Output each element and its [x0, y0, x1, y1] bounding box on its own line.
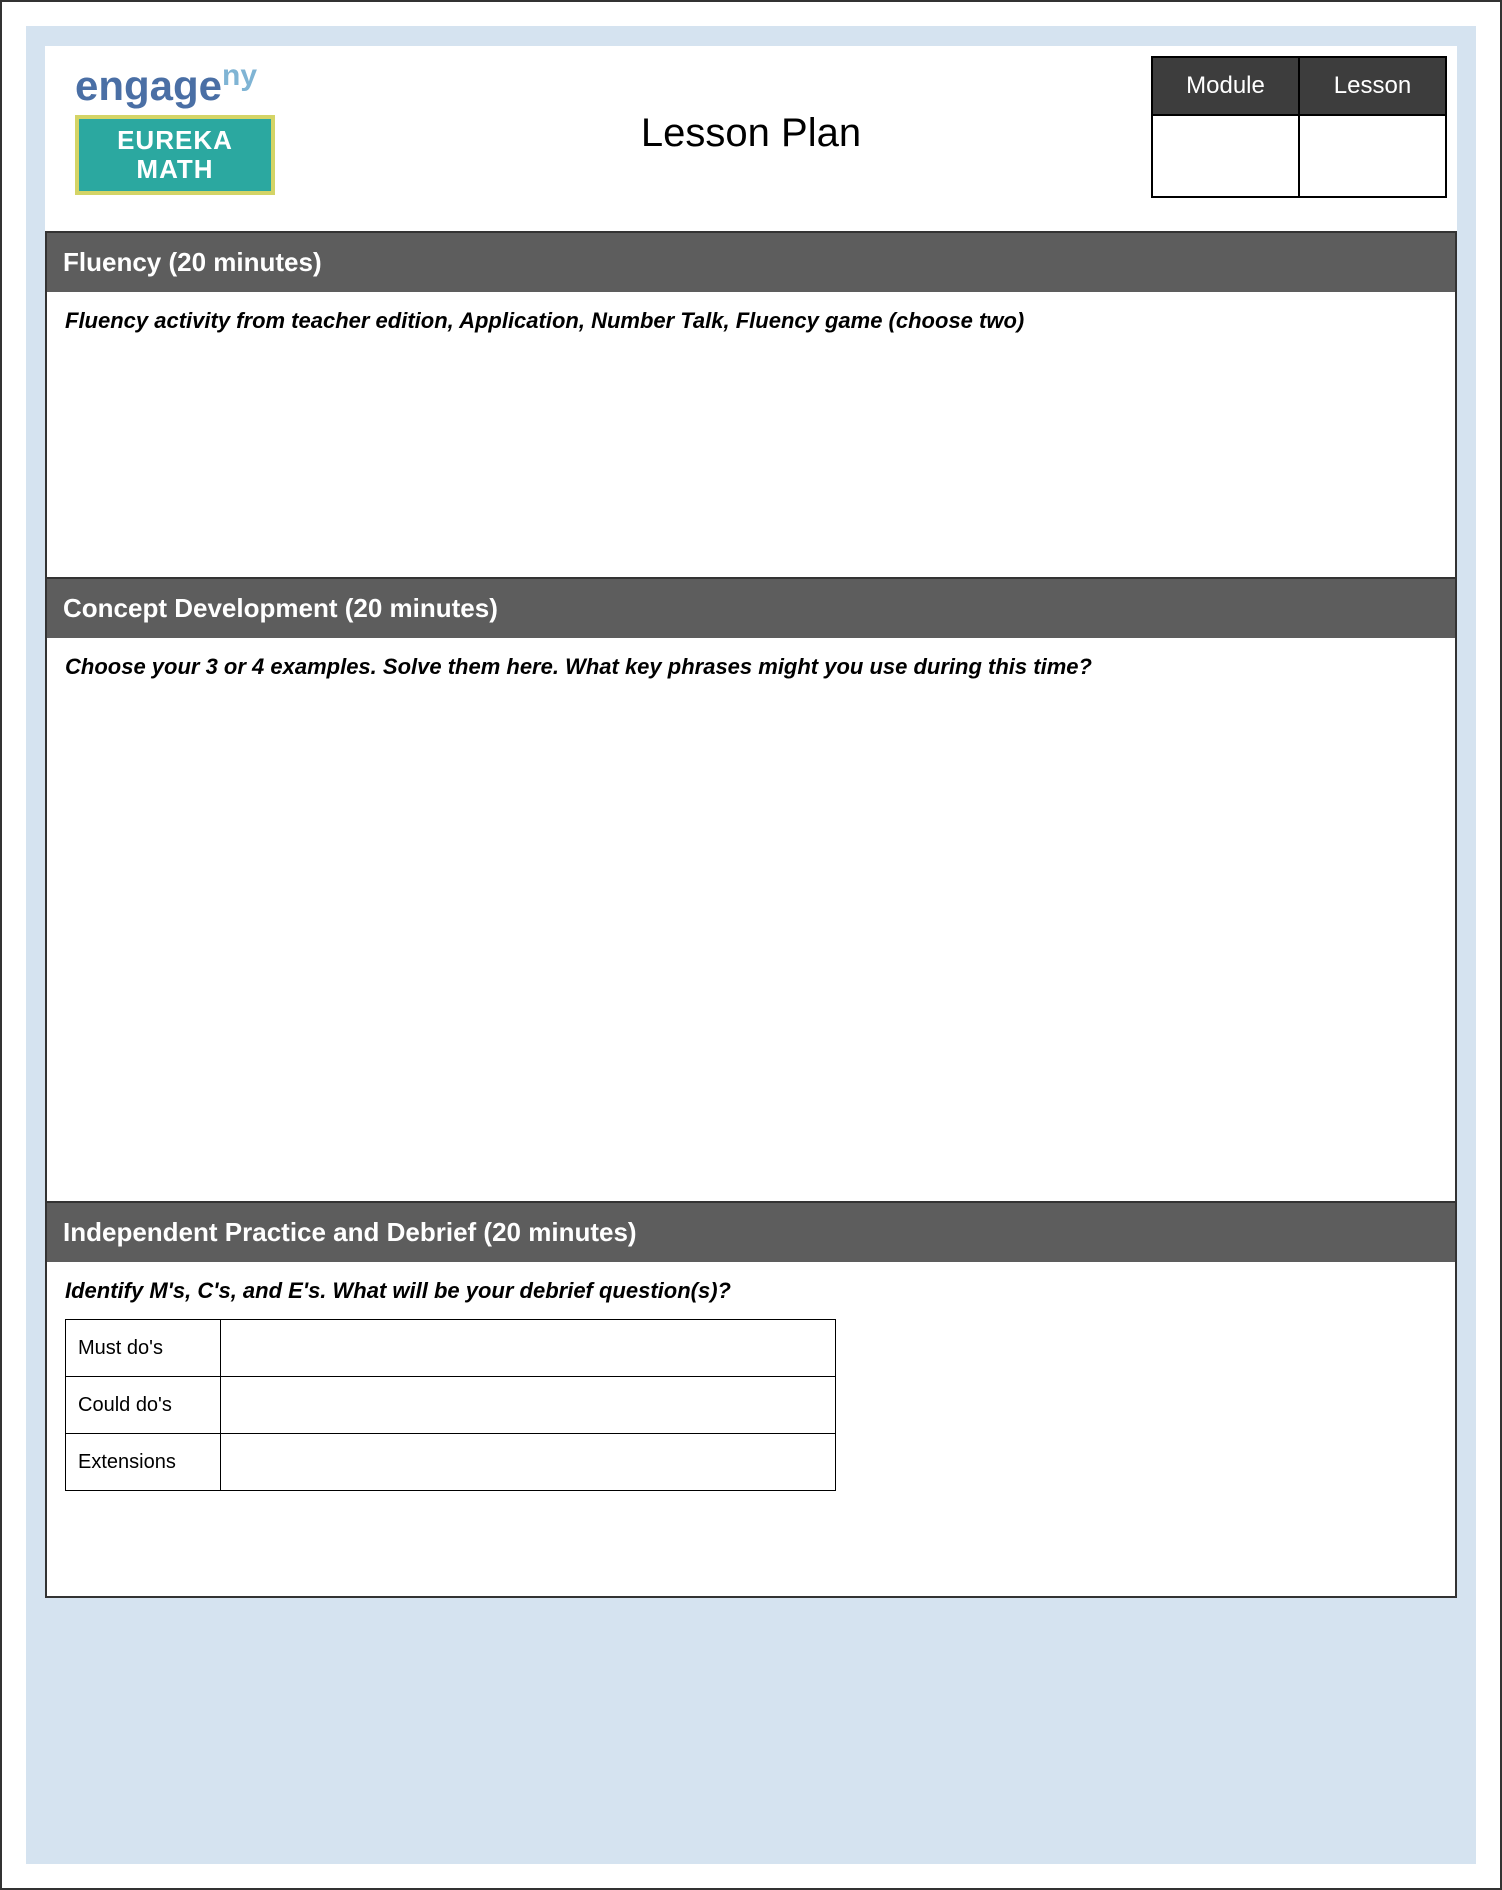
module-lesson-table: Module Lesson	[1151, 56, 1447, 198]
fluency-body[interactable]: Fluency activity from teacher edition, A…	[45, 292, 1457, 577]
page: engageny EUREKA MATH Lesson Plan Module …	[0, 0, 1502, 1890]
concept-prompt: Choose your 3 or 4 examples. Solve them …	[65, 654, 1092, 679]
mce-table: Must do's Could do's Extensions	[65, 1319, 836, 1491]
lesson-input[interactable]	[1299, 115, 1446, 197]
extensions-label: Extensions	[66, 1433, 221, 1490]
ny-text: ny	[222, 59, 257, 92]
page-title: Lesson Plan	[641, 111, 861, 156]
eureka-math-logo: EUREKA MATH	[75, 115, 275, 195]
could-dos-input[interactable]	[221, 1376, 836, 1433]
logo-container: engageny EUREKA MATH	[75, 51, 275, 195]
concept-body[interactable]: Choose your 3 or 4 examples. Solve them …	[45, 638, 1457, 1201]
module-input[interactable]	[1152, 115, 1299, 197]
engage-ny-logo: engageny	[75, 51, 275, 107]
header: engageny EUREKA MATH Lesson Plan Module …	[45, 46, 1457, 231]
could-dos-label: Could do's	[66, 1376, 221, 1433]
must-dos-input[interactable]	[221, 1319, 836, 1376]
extensions-input[interactable]	[221, 1433, 836, 1490]
page-inner: engageny EUREKA MATH Lesson Plan Module …	[26, 26, 1476, 1864]
practice-body: Identify M's, C's, and E's. What will be…	[45, 1262, 1457, 1598]
practice-header: Independent Practice and Debrief (20 min…	[45, 1201, 1457, 1262]
concept-header: Concept Development (20 minutes)	[45, 577, 1457, 638]
fluency-header: Fluency (20 minutes)	[45, 231, 1457, 292]
module-header: Module	[1152, 57, 1299, 115]
engage-text: engage	[75, 62, 222, 109]
must-dos-label: Must do's	[66, 1319, 221, 1376]
fluency-prompt: Fluency activity from teacher edition, A…	[65, 308, 1024, 333]
eureka-line2: MATH	[136, 155, 213, 184]
practice-prompt: Identify M's, C's, and E's. What will be…	[65, 1278, 731, 1303]
lesson-header: Lesson	[1299, 57, 1446, 115]
eureka-line1: EUREKA	[117, 126, 233, 155]
